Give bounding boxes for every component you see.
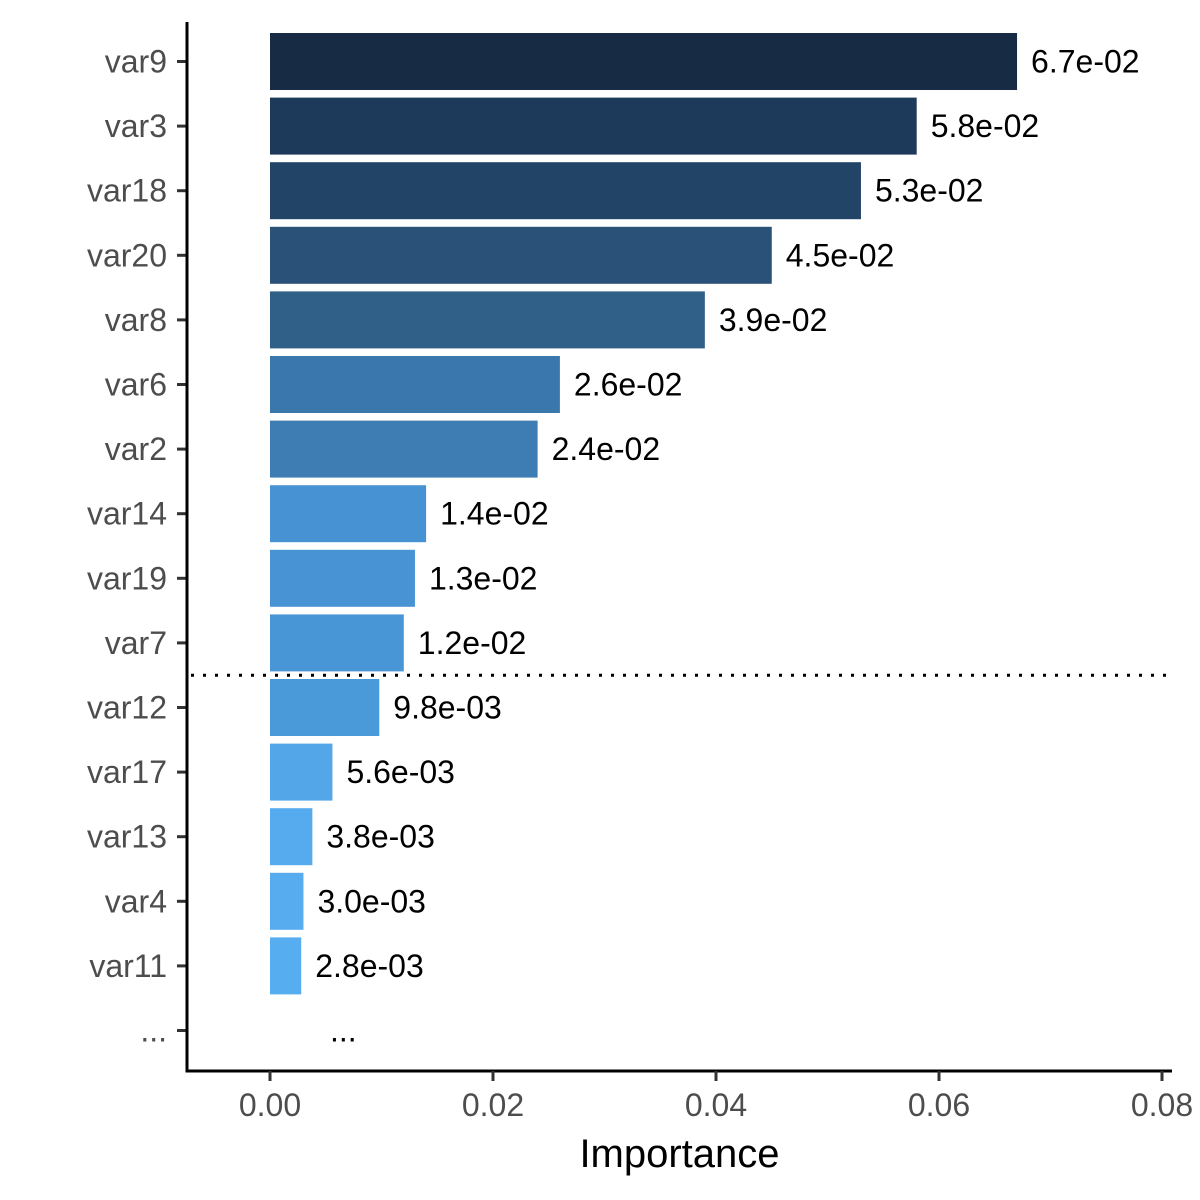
value-label-var6: 2.6e-02	[574, 367, 683, 403]
value-labels-layer: 6.7e-02 5.8e-02 5.3e-02 4.5e-02 3.9e-02 2.6e-…	[315, 44, 1139, 1049]
value-label-var18: 5.3e-02	[875, 173, 984, 209]
bars-layer	[270, 33, 1018, 995]
x-tick-label-0.06: 0.06	[908, 1087, 970, 1123]
x-tick-label-0.04: 0.04	[685, 1087, 747, 1123]
value-label-ellipsis: ...	[330, 1013, 357, 1049]
x-axis: 0.00 0.02 0.04 0.06 0.08	[185, 1069, 1193, 1123]
value-label-var9: 6.7e-02	[1031, 44, 1140, 80]
value-label-var19: 1.3e-02	[429, 560, 538, 596]
bar-var12	[270, 679, 380, 736]
y-tick-label-var7: var7	[105, 625, 167, 661]
y-tick-label-var19: var19	[87, 560, 167, 596]
bar-var2	[270, 420, 538, 478]
bar-var3	[270, 97, 917, 155]
value-label-var17: 5.6e-03	[346, 754, 455, 790]
y-tick-label-var18: var18	[87, 173, 167, 209]
bar-var11	[270, 937, 302, 995]
value-label-var12: 9.8e-03	[393, 690, 502, 726]
y-tick-label-var2: var2	[105, 431, 167, 467]
x-tick-label-0.00: 0.00	[239, 1087, 301, 1123]
x-tick-label-0.08: 0.08	[1131, 1087, 1193, 1123]
x-tick-label-0.02: 0.02	[462, 1087, 524, 1123]
value-label-var3: 5.8e-02	[931, 108, 1040, 144]
bar-var6	[270, 356, 560, 413]
y-tick-label-var13: var13	[87, 819, 167, 855]
y-tick-label-var4: var4	[105, 883, 167, 919]
bar-var13	[270, 808, 313, 866]
bar-var7	[270, 614, 404, 672]
x-axis-title: Importance	[579, 1132, 779, 1176]
value-label-var8: 3.9e-02	[719, 302, 828, 338]
bar-var4	[270, 872, 304, 930]
y-tick-label-var3: var3	[105, 108, 167, 144]
value-label-var14: 1.4e-02	[440, 496, 549, 532]
value-label-var4: 3.0e-03	[317, 883, 426, 919]
y-tick-label-var8: var8	[105, 302, 167, 338]
y-tick-label-var12: var12	[87, 690, 167, 726]
y-tick-label-var9: var9	[105, 44, 167, 80]
bar-var8	[270, 291, 705, 349]
value-label-var7: 1.2e-02	[418, 625, 527, 661]
y-tick-label-var6: var6	[105, 367, 167, 403]
value-label-var2: 2.4e-02	[552, 431, 661, 467]
y-tick-label-ellipsis: ...	[140, 1013, 167, 1049]
y-tick-label-var14: var14	[87, 496, 167, 532]
y-axis: var9 var3 var18 var20 var8 var6 var2 var14 var19…	[87, 22, 189, 1073]
value-label-var11: 2.8e-03	[315, 948, 424, 984]
value-label-var20: 4.5e-02	[786, 237, 895, 273]
y-tick-label-var20: var20	[87, 237, 167, 273]
bar-var9	[270, 33, 1018, 90]
bar-var18	[270, 162, 861, 220]
y-tick-label-var17: var17	[87, 754, 167, 790]
bar-var20	[270, 226, 772, 284]
y-tick-label-var11: var11	[89, 948, 167, 984]
bar-var17	[270, 743, 333, 801]
value-label-var13: 3.8e-03	[326, 819, 435, 855]
bar-var19	[270, 549, 415, 607]
bar-var14	[270, 485, 427, 543]
